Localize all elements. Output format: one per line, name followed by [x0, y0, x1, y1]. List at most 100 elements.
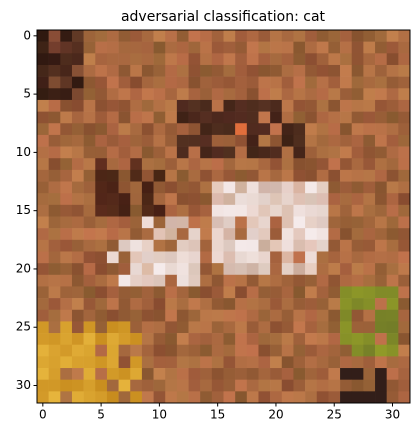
pixel: [293, 146, 306, 159]
pixel: [363, 251, 376, 264]
pixel: [316, 99, 329, 112]
pixel: [37, 158, 49, 171]
pixel: [153, 286, 166, 299]
pixel: [316, 309, 329, 322]
pixel: [95, 286, 108, 299]
pixel: [60, 286, 73, 299]
pixel: [188, 204, 201, 217]
pixel: [165, 99, 178, 112]
pixel: [37, 41, 49, 54]
pixel: [246, 379, 259, 392]
pixel: [118, 274, 131, 287]
pixel: [165, 379, 178, 392]
pixel: [165, 30, 178, 42]
pixel: [188, 30, 201, 42]
pixel: [398, 356, 411, 369]
pixel: [316, 274, 329, 287]
pixel: [386, 216, 399, 229]
pixel: [398, 228, 411, 241]
pixel: [83, 321, 96, 334]
pixel: [153, 146, 166, 159]
pixel: [83, 123, 96, 136]
x-tick-label: 20: [268, 408, 283, 422]
pixel: [270, 391, 283, 404]
pixel: [141, 30, 154, 42]
pixel: [293, 344, 306, 357]
pixel: [305, 146, 318, 159]
pixel: [60, 146, 73, 159]
pixel: [363, 228, 376, 241]
pixel: [211, 239, 224, 252]
pixel: [398, 41, 411, 54]
pixel: [60, 41, 73, 54]
pixel: [258, 111, 271, 124]
pixel: [37, 309, 49, 322]
y-tick-label: 25: [16, 320, 31, 334]
pixel: [165, 41, 178, 54]
pixel: [281, 111, 294, 124]
pixel: [95, 169, 108, 182]
pixel: [258, 251, 271, 264]
pixel: [165, 158, 178, 171]
pixel: [258, 333, 271, 346]
pixel: [223, 216, 236, 229]
pixel: [71, 169, 84, 182]
pixel: [351, 216, 364, 229]
pixel: [71, 76, 84, 89]
pixel: [83, 64, 96, 77]
pixel: [281, 309, 294, 322]
pixel: [281, 134, 294, 147]
pixel: [398, 216, 411, 229]
pixel: [83, 344, 96, 357]
pixel: [328, 379, 341, 392]
pixel: [188, 344, 201, 357]
pixel: [246, 263, 259, 276]
pixel: [130, 263, 143, 276]
pixel: [246, 204, 259, 217]
pixel: [176, 181, 189, 194]
pixel: [60, 239, 73, 252]
pixel: [305, 368, 318, 380]
pixel: [60, 391, 73, 404]
pixel: [176, 134, 189, 147]
pixel: [223, 193, 236, 206]
pixel: [258, 134, 271, 147]
pixel: [305, 53, 318, 66]
pixel: [363, 344, 376, 357]
pixel: [270, 53, 283, 66]
pixel: [375, 251, 387, 264]
x-tick-label: 5: [97, 408, 105, 422]
pixel: [246, 53, 259, 66]
pixel: [37, 356, 49, 369]
pixel: [188, 123, 201, 136]
pixel: [340, 204, 353, 217]
pixel: [130, 134, 143, 147]
pixel: [363, 53, 376, 66]
pixel: [153, 88, 166, 101]
pixel: [176, 333, 189, 346]
pixel: [130, 169, 143, 182]
pixel: [60, 64, 73, 77]
pixel: [200, 169, 213, 182]
pixel: [340, 239, 353, 252]
pixel: [106, 169, 119, 182]
pixel: [316, 76, 329, 89]
pixel: [188, 53, 201, 66]
pixel: [48, 64, 61, 77]
pixel: [106, 88, 119, 101]
pixel: [106, 204, 119, 217]
pixel: [95, 123, 108, 136]
pixel: [141, 379, 154, 392]
pixel: [235, 379, 248, 392]
pixel: [60, 274, 73, 287]
pixel: [176, 193, 189, 206]
pixel: [375, 379, 387, 392]
pixel: [37, 169, 49, 182]
pixel: [223, 263, 236, 276]
pixel: [153, 344, 166, 357]
pixel: [83, 41, 96, 54]
pixel: [37, 251, 49, 264]
pixel: [153, 356, 166, 369]
pixel: [200, 76, 213, 89]
pixel: [246, 193, 259, 206]
